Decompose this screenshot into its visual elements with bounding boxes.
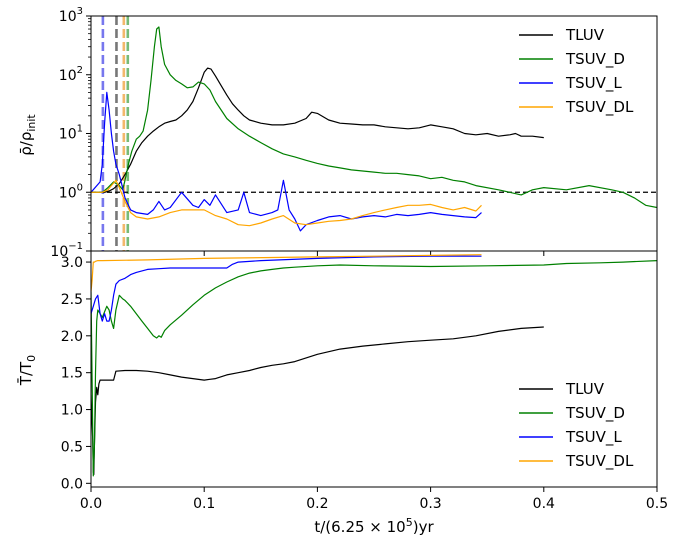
bottom-x-tick-label: 0.3 (419, 496, 441, 512)
top-y-axis-title: ρ̄/ρinit (17, 114, 38, 156)
bottom-y-ticks: 0.0 0.5 1.0 1.5 2.0 2.5 3.0 (61, 255, 91, 492)
bottom-x-tick-label: 0.5 (646, 496, 668, 512)
top-legend-label-tsuv-dl: TSUV_DL (565, 98, 634, 117)
top-series-tsuv-d (91, 26, 657, 209)
top-y-tick-exponent: 0 (77, 182, 83, 193)
bottom-series-tsuv-dl (91, 254, 482, 292)
bottom-y-axis-title-main: T̄/T (16, 361, 35, 386)
bottom-plot-frame (90, 250, 658, 488)
bottom-legend-label-tsuv-l: TSUV_L (565, 428, 622, 447)
x-axis-title-main: t/(6.25 × 10 (314, 518, 405, 536)
bottom-series-tluv (91, 326, 544, 476)
bottom-x-tick-label: 0.0 (80, 496, 102, 512)
bottom-y-axis-title-sub: 0 (25, 355, 38, 362)
top-y-axis-title-sub: init (25, 114, 38, 132)
top-y-tick-mantissa: 10 (59, 68, 77, 84)
top-y-tick-mantissa: 10 (59, 127, 77, 143)
top-y-axis-title-main: ρ̄/ρ (17, 132, 35, 156)
bottom-panel: 0.0 0.5 1.0 1.5 2.0 2.5 3.0 0.0 0.1 0.2 0.3 0.4 0.5… (16, 250, 668, 536)
top-y-tick-label: 102 (59, 65, 83, 84)
top-y-tick-exponent: 1 (77, 124, 83, 135)
bottom-legend-label-tluv: TLUV (565, 380, 605, 398)
bottom-y-tick-label: 1.5 (61, 366, 83, 382)
vertical-marker-group (101, 16, 130, 251)
bottom-y-tick-label: 1.0 (61, 403, 83, 419)
bottom-series-tsuv-l (91, 255, 482, 322)
bottom-x-ticks: 0.0 0.1 0.2 0.3 0.4 0.5 (80, 487, 668, 512)
top-series-tsuv-l (91, 91, 482, 232)
top-y-tick-mantissa: 10 (59, 185, 77, 201)
bottom-x-tick-label: 0.2 (306, 496, 328, 512)
top-legend: TLUV TSUV_D TSUV_L TSUV_DL (519, 26, 634, 117)
bottom-legend-label-tsuv-dl: TSUV_DL (565, 452, 634, 471)
top-y-tick-label: 101 (59, 124, 83, 143)
bottom-y-tick-label: 2.0 (61, 329, 83, 345)
top-y-tick-mantissa: 10 (50, 244, 68, 260)
top-legend-label-tsuv-d: TSUV_D (565, 50, 625, 69)
top-legend-label-tsuv-l: TSUV_L (565, 74, 622, 93)
bottom-legend: TLUV TSUV_D TSUV_L TSUV_DL (519, 380, 634, 471)
x-axis-title-sup: 5 (406, 516, 413, 529)
bottom-x-tick-label: 0.1 (193, 496, 215, 512)
bottom-legend-label-tsuv-d: TSUV_D (565, 404, 625, 423)
bottom-series-group (91, 254, 657, 477)
top-y-tick-label: 100 (59, 182, 83, 201)
top-series-tluv (91, 67, 544, 193)
bottom-y-tick-label: 3.0 (61, 255, 83, 271)
bottom-y-tick-label: 0.5 (61, 439, 83, 455)
top-y-tick-label: 103 (59, 6, 83, 25)
bottom-x-tick-label: 0.4 (533, 496, 555, 512)
bottom-y-tick-label: 0.0 (61, 476, 83, 492)
top-y-tick-exponent: −1 (68, 241, 83, 252)
top-legend-label-tluv: TLUV (565, 26, 605, 44)
top-series-group (91, 26, 657, 232)
top-y-tick-label: 10−1 (50, 241, 83, 260)
bottom-series-tsuv-d (91, 260, 657, 477)
x-axis-title: t/(6.25 × 105)yr (314, 516, 434, 536)
top-y-tick-mantissa: 10 (59, 9, 77, 25)
bottom-y-tick-label: 2.5 (61, 292, 83, 308)
bottom-y-axis-title: T̄/T0 (16, 355, 38, 386)
top-y-tick-exponent: 3 (77, 6, 83, 17)
top-y-tick-exponent: 2 (77, 65, 83, 76)
top-series-tsuv-dl (91, 179, 482, 227)
top-x-ticks (90, 251, 658, 256)
x-axis-title-tail: )yr (413, 518, 435, 536)
